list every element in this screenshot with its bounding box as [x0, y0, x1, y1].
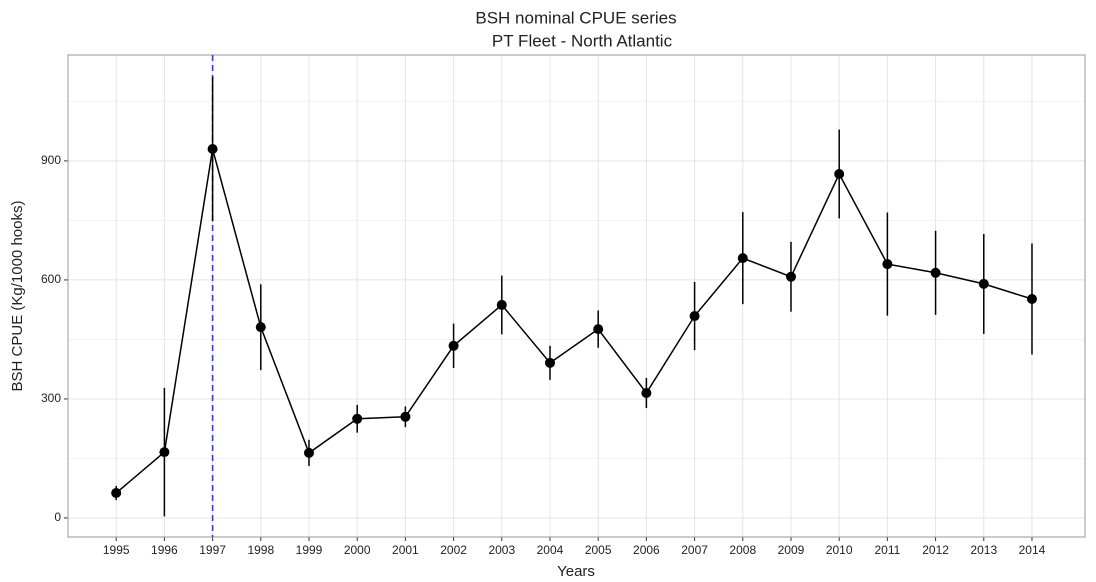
x-tick-label: 2009 — [778, 543, 805, 557]
x-tick-label: 1997 — [199, 543, 226, 557]
plot-background — [68, 55, 1085, 537]
x-tick-label: 2000 — [344, 543, 371, 557]
y-tick-label: 900 — [41, 153, 61, 167]
chart-title: BSH nominal CPUE series — [475, 8, 676, 27]
data-point — [496, 299, 507, 310]
y-tick-label: 600 — [41, 272, 61, 286]
x-tick-label: 2005 — [585, 543, 612, 557]
data-point — [689, 311, 700, 322]
x-tick-label: 2013 — [970, 543, 997, 557]
x-tick-label: 2007 — [681, 543, 708, 557]
x-tick-label: 2006 — [633, 543, 660, 557]
data-point — [448, 340, 459, 351]
chart-subtitle: PT Fleet - North Atlantic — [492, 31, 673, 50]
data-point — [207, 144, 218, 155]
x-tick-label: 2011 — [874, 543, 900, 557]
y-axis-title: BSH CPUE (Kg/1000 hooks) — [9, 201, 26, 392]
data-point — [785, 271, 796, 282]
data-point — [111, 487, 122, 498]
x-tick-label: 1998 — [247, 543, 274, 557]
x-tick-label: 2001 — [392, 543, 419, 557]
x-tick-label: 2010 — [826, 543, 853, 557]
data-point — [978, 278, 989, 289]
data-point — [544, 357, 555, 368]
x-tick-label: 2014 — [1019, 543, 1046, 557]
data-point — [1026, 293, 1037, 304]
data-point — [882, 259, 893, 270]
y-tick-label: 300 — [41, 391, 61, 405]
x-tick-label: 2004 — [537, 543, 564, 557]
series-line — [115, 148, 1033, 494]
x-tick-label: 2002 — [440, 543, 467, 557]
x-tick-label: 2008 — [729, 543, 756, 557]
data-point — [641, 387, 652, 398]
x-tick-label: 2012 — [922, 543, 949, 557]
data-point — [834, 169, 845, 180]
plot-border — [67, 54, 1086, 538]
data-point — [352, 413, 363, 424]
data-point — [303, 447, 314, 458]
data-point — [930, 267, 941, 278]
y-tick-label: 0 — [54, 510, 61, 524]
data-point — [593, 324, 604, 335]
x-axis-title: Years — [557, 563, 595, 580]
data-point — [159, 447, 170, 458]
data-point — [255, 322, 266, 333]
data-point — [737, 253, 748, 264]
x-tick-label: 1996 — [151, 543, 178, 557]
x-tick-label: 1999 — [296, 543, 323, 557]
data-point — [400, 411, 411, 422]
x-tick-label: 2003 — [488, 543, 515, 557]
x-tick-label: 1995 — [103, 543, 130, 557]
